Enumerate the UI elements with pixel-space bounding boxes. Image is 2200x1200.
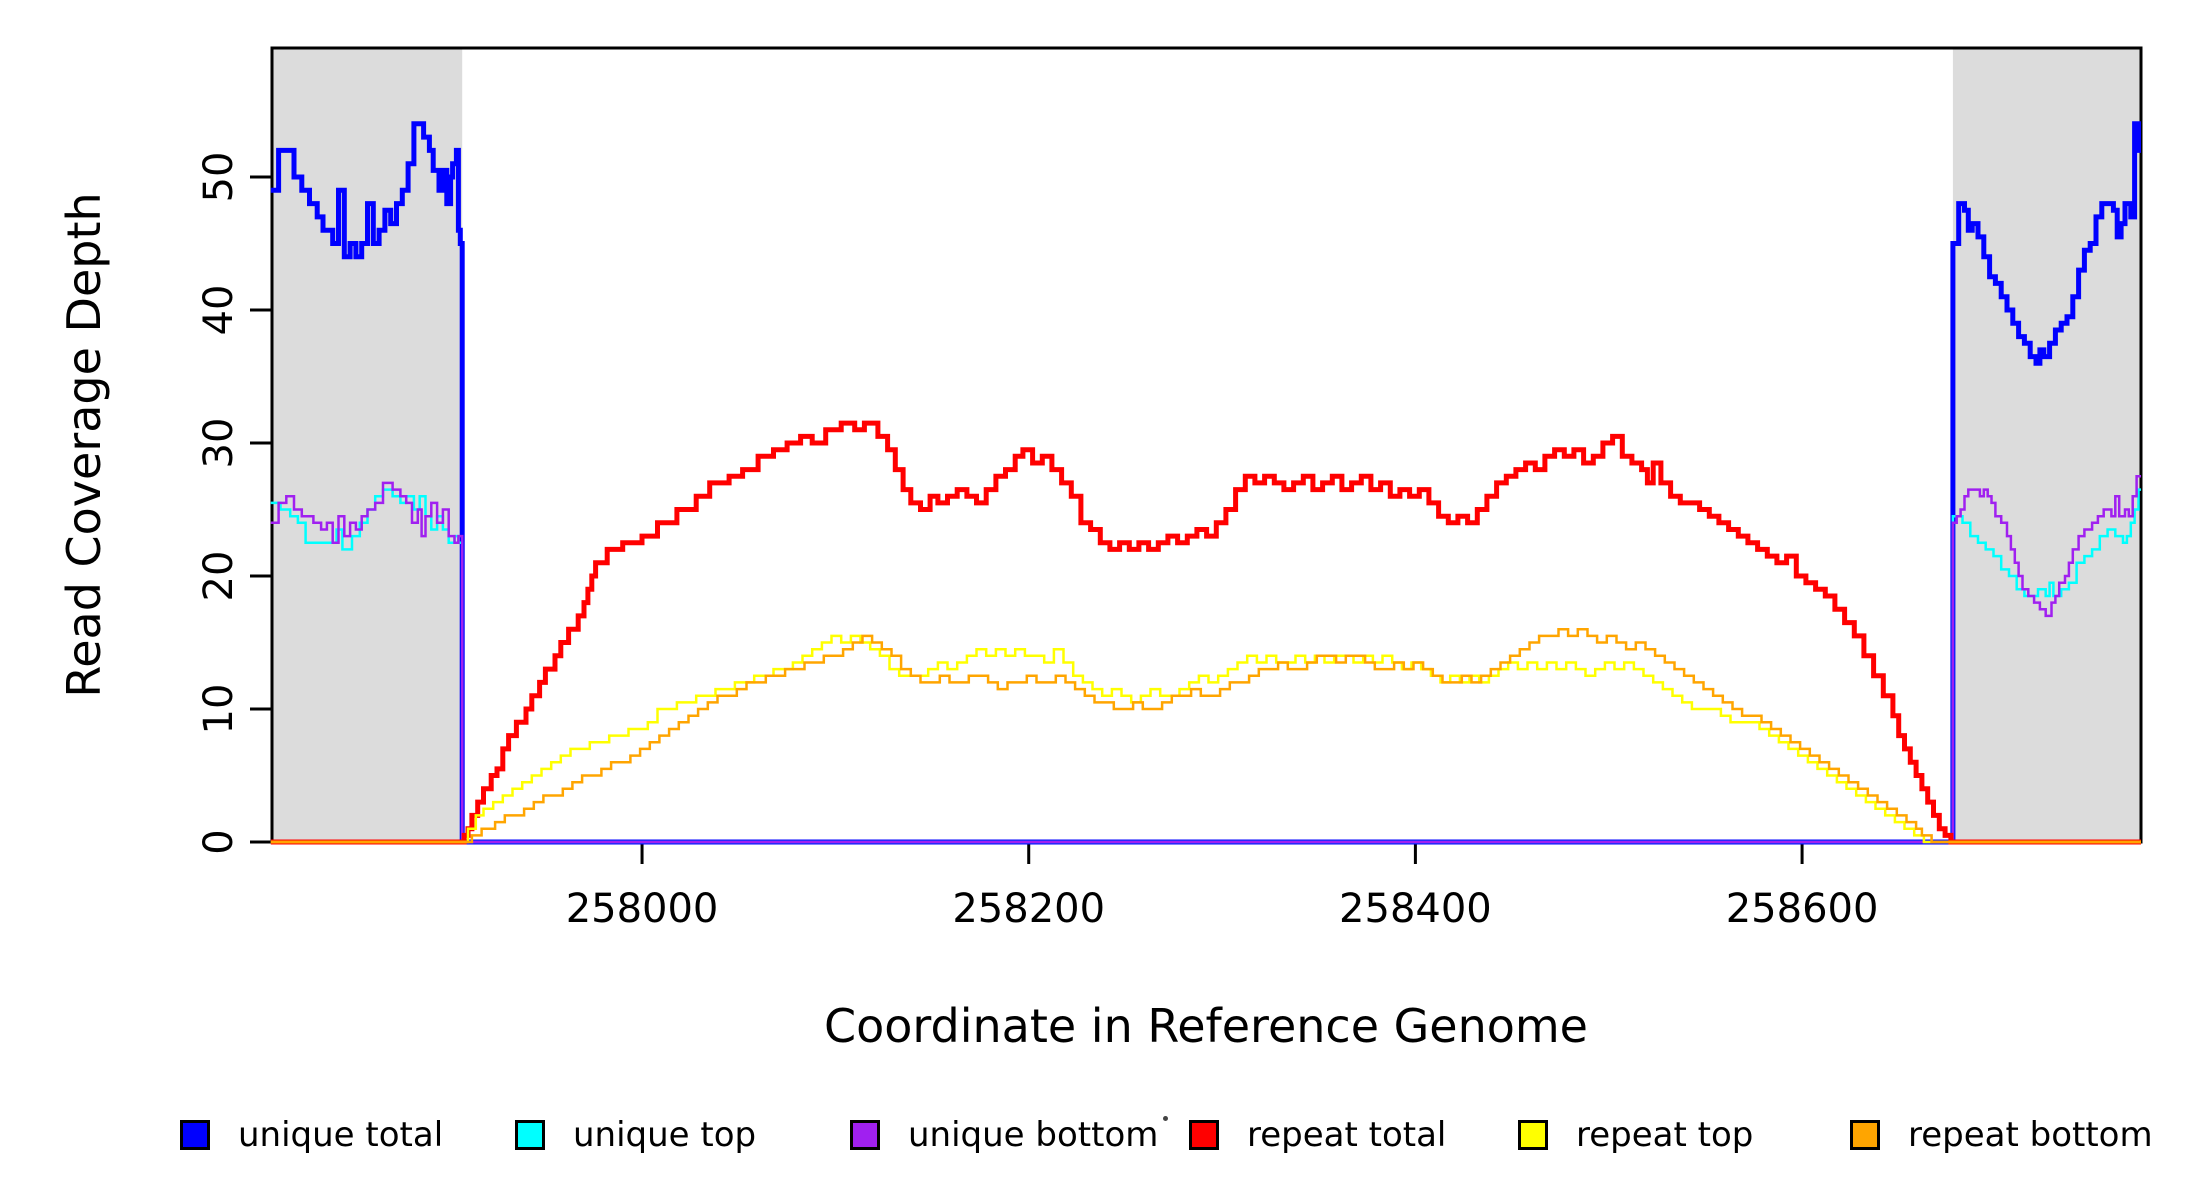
svg-text:258600: 258600 [1726, 886, 1879, 932]
axis-ticks-and-labels: 0 10 20 30 40 50 258000 258200 258400 258600 [196, 152, 1878, 932]
svg-text:258200: 258200 [952, 886, 1105, 932]
svg-text:258000: 258000 [566, 886, 719, 932]
data-series [270, 121, 2141, 845]
stray-dot-artifact [1163, 1116, 1168, 1121]
svg-text:30: 30 [196, 418, 242, 469]
shaded-regions [272, 48, 2141, 842]
svg-text:0: 0 [196, 829, 242, 854]
plot-border [270, 46, 2143, 844]
svg-text:50: 50 [196, 152, 242, 203]
svg-text:258400: 258400 [1339, 886, 1492, 932]
y-axis-title: Read Coverage Depth [57, 192, 111, 697]
x-axis-title: Coordinate in Reference Genome [824, 999, 1588, 1053]
svg-text:40: 40 [196, 285, 242, 336]
svg-text:10: 10 [196, 684, 242, 735]
svg-text:20: 20 [196, 551, 242, 602]
